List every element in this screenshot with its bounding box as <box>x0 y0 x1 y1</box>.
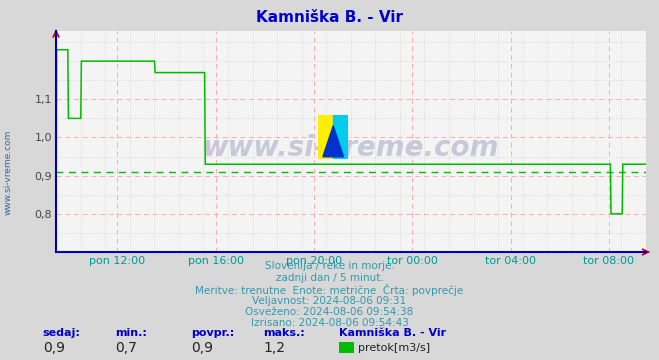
Text: 0,7: 0,7 <box>115 341 137 355</box>
Text: povpr.:: povpr.: <box>191 328 235 338</box>
Polygon shape <box>333 115 348 159</box>
Text: Meritve: trenutne  Enote: metrične  Črta: povprečje: Meritve: trenutne Enote: metrične Črta: … <box>195 284 464 296</box>
Text: min.:: min.: <box>115 328 147 338</box>
Text: pretok[m3/s]: pretok[m3/s] <box>358 343 430 353</box>
Text: Veljavnost: 2024-08-06 09:31: Veljavnost: 2024-08-06 09:31 <box>252 296 407 306</box>
Text: Kamniška B. - Vir: Kamniška B. - Vir <box>256 10 403 25</box>
Text: 1,2: 1,2 <box>264 341 285 355</box>
Text: maks.:: maks.: <box>264 328 305 338</box>
Text: www.si-vreme.com: www.si-vreme.com <box>4 130 13 216</box>
Text: zadnji dan / 5 minut.: zadnji dan / 5 minut. <box>275 273 384 283</box>
Polygon shape <box>323 126 343 157</box>
Text: Izrisano: 2024-08-06 09:54:43: Izrisano: 2024-08-06 09:54:43 <box>250 318 409 328</box>
Polygon shape <box>318 115 333 159</box>
Text: 0,9: 0,9 <box>43 341 65 355</box>
Text: www.si-vreme.com: www.si-vreme.com <box>203 134 499 162</box>
Text: Osveženo: 2024-08-06 09:54:38: Osveženo: 2024-08-06 09:54:38 <box>245 307 414 317</box>
Text: Slovenija / reke in morje.: Slovenija / reke in morje. <box>264 261 395 271</box>
Text: sedaj:: sedaj: <box>43 328 80 338</box>
Text: Kamniška B. - Vir: Kamniška B. - Vir <box>339 328 447 338</box>
Text: 0,9: 0,9 <box>191 341 213 355</box>
